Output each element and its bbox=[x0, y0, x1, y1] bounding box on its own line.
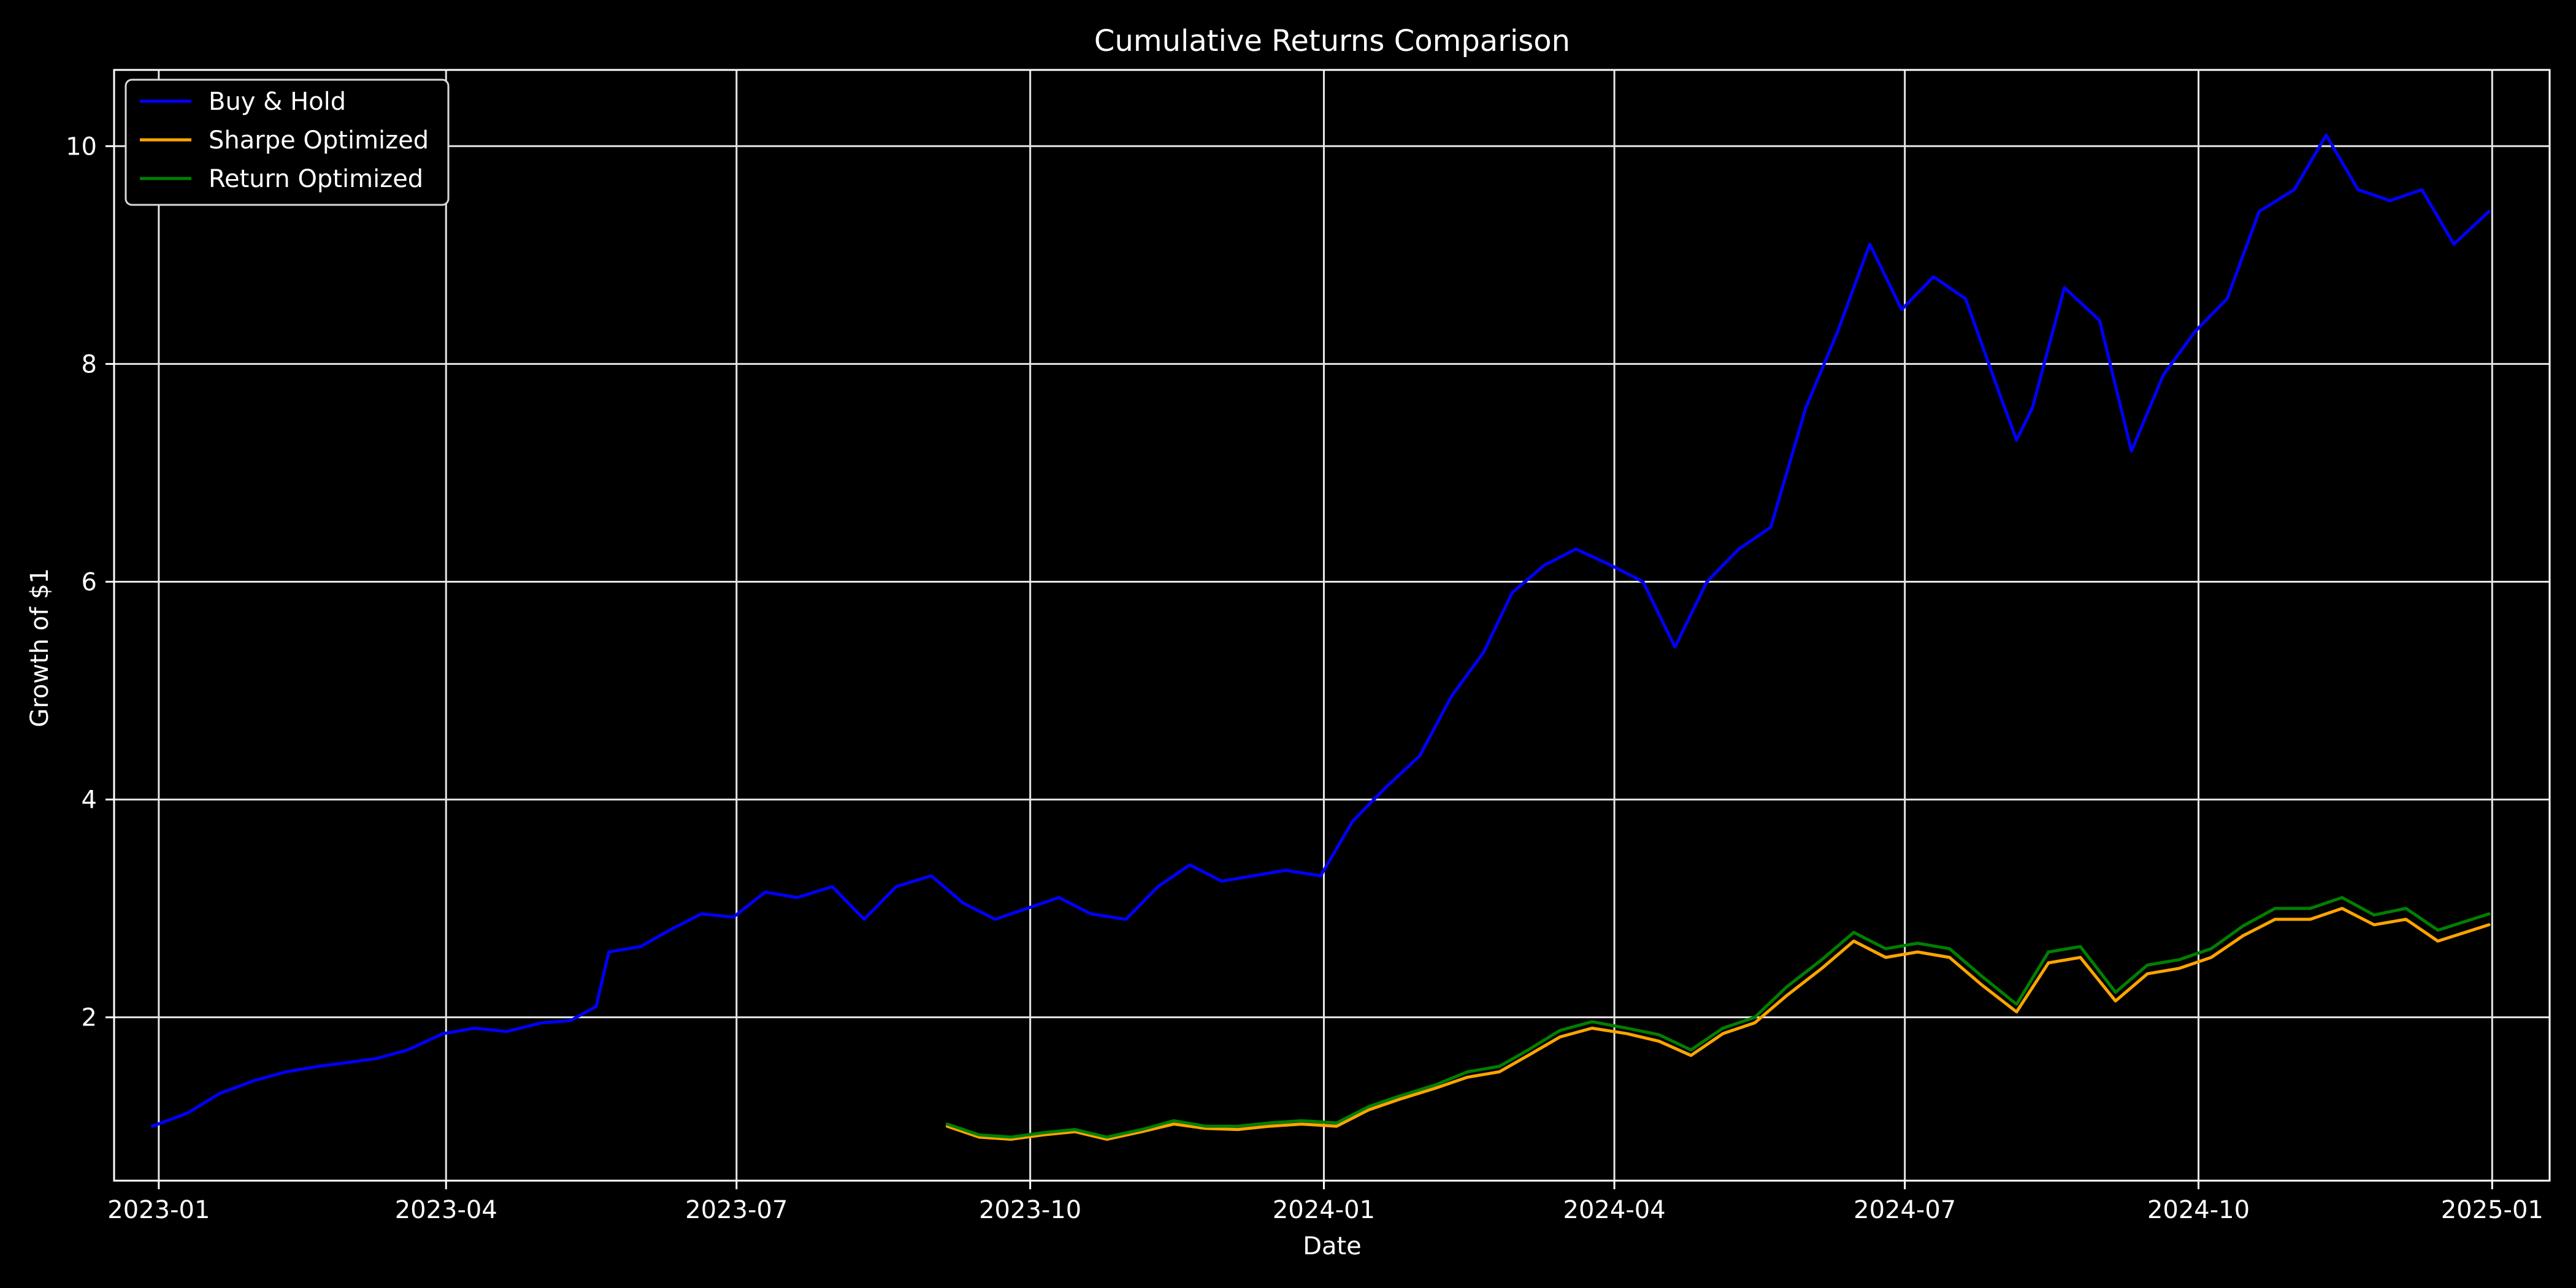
x-tick-label-2025-01: 2025-01 bbox=[2441, 1196, 2543, 1224]
legend: Buy & Hold Sharpe Optimized Return Optimiz… bbox=[125, 79, 450, 206]
series-layer bbox=[151, 134, 2491, 1141]
x-tick-label-2024-07: 2024-07 bbox=[1853, 1196, 1956, 1224]
x-tick-label-2024-01: 2024-01 bbox=[1273, 1196, 1375, 1224]
x-tick-label-2023-01: 2023-01 bbox=[107, 1196, 210, 1224]
y-tick-label-2: 2 bbox=[82, 1004, 97, 1032]
y-axis-label: Growth of $1 bbox=[26, 568, 54, 727]
legend-label-sharpe-optimized: Sharpe Optimized bbox=[209, 126, 429, 155]
x-tick-label-2023-04: 2023-04 bbox=[395, 1196, 497, 1224]
legend-box bbox=[125, 79, 450, 206]
x-tick-label-2024-04: 2024-04 bbox=[1563, 1196, 1666, 1224]
axes-frame bbox=[113, 69, 2551, 1182]
axes-frame-layer bbox=[113, 69, 2551, 1182]
x-tick-label-2023-10: 2023-10 bbox=[979, 1196, 1081, 1224]
x-tick-label-2023-07: 2023-07 bbox=[685, 1196, 788, 1224]
legend-label-buy-hold: Buy & Hold bbox=[209, 88, 346, 116]
y-tick-label-8: 8 bbox=[82, 350, 97, 378]
ticks-layer: 2023-01 2023-04 2023-07 2023-10 2024-01 2024-… bbox=[66, 132, 2543, 1224]
legend-label-return-optimized: Return Optimized bbox=[209, 165, 423, 193]
y-tick-label-6: 6 bbox=[82, 568, 97, 596]
series-line-return-optimized bbox=[945, 895, 2491, 1139]
y-tick-label-4: 4 bbox=[82, 786, 97, 815]
series-line-sharpe-optimized bbox=[945, 907, 2491, 1141]
x-tick-label-2024-10: 2024-10 bbox=[2147, 1196, 2250, 1224]
x-axis-label: Date bbox=[1303, 1232, 1362, 1260]
series-line-buy-hold bbox=[151, 134, 2491, 1128]
grid-layer bbox=[114, 70, 2550, 1181]
y-tick-label-10: 10 bbox=[66, 132, 97, 161]
chart-title: Cumulative Returns Comparison bbox=[1094, 24, 1570, 58]
